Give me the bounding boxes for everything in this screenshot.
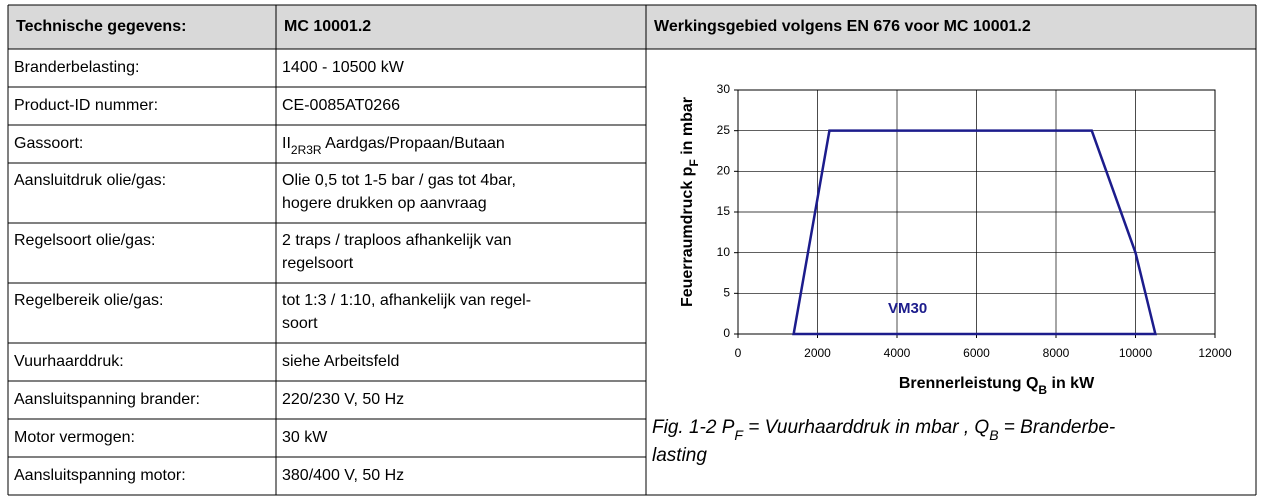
row-value: 2 traps / traploos afhankelijk van <box>282 232 511 249</box>
row-value: regelsoort <box>282 255 354 272</box>
text-run: in kW <box>1047 375 1095 392</box>
y-tick-label: 0 <box>723 326 730 340</box>
row-label: Aansluitspanning brander: <box>14 391 200 408</box>
row-value: tot 1:3 / 1:10, afhankelijk van regel- <box>282 292 531 309</box>
header-cell: Werkingsgebied volgens EN 676 voor MC 10… <box>654 18 1031 35</box>
subscript: B <box>1038 383 1047 397</box>
row-value: siehe Arbeitsfeld <box>282 353 399 370</box>
header-cell: MC 10001.2 <box>284 18 371 35</box>
subscript: F <box>687 159 701 166</box>
x-tick-label: 2000 <box>804 346 831 360</box>
header-bg <box>8 5 1256 49</box>
text-run: lasting <box>652 445 707 466</box>
text-run: in mbar <box>679 97 696 159</box>
y-tick-label: 10 <box>717 245 731 259</box>
header-cell: Technische gegevens: <box>16 18 186 35</box>
caption-line: Fig. 1-2 PF = Vuurhaarddruk in mbar , QB… <box>652 417 1115 443</box>
row-value: 220/230 V, 50 Hz <box>282 391 404 408</box>
operating-area <box>792 129 1157 336</box>
y-tick-label: 15 <box>717 204 731 218</box>
row-label: Branderbelasting: <box>14 59 139 76</box>
row-value: soort <box>282 315 318 332</box>
row-label: Regelsoort olie/gas: <box>14 232 155 249</box>
row-label: Regelbereik olie/gas: <box>14 292 163 309</box>
x-tick-label: 6000 <box>963 346 990 360</box>
row-label: Gassoort: <box>14 135 83 152</box>
annotation: VM30 <box>888 300 927 317</box>
row-value: hogere drukken op aanvraag <box>282 195 487 212</box>
x-tick-label: 12000 <box>1198 346 1232 360</box>
subscript: F <box>734 427 744 443</box>
y-tick-label: 30 <box>717 82 731 96</box>
row-value: 1400 - 10500 kW <box>282 59 405 76</box>
x-tick-label: 10000 <box>1119 346 1153 360</box>
x-tick-label: 8000 <box>1043 346 1070 360</box>
subscript: 2R3R <box>291 143 322 157</box>
row-label: Motor vermogen: <box>14 429 135 446</box>
row-value: 380/400 V, 50 Hz <box>282 467 404 484</box>
caption-line: lasting <box>652 445 707 466</box>
text-run: Fig. 1-2 P <box>652 417 735 438</box>
row-label: Product-ID nummer: <box>14 97 158 114</box>
text-run: Aardgas/Propaan/Butaan <box>322 135 505 152</box>
x-tick-label: 0 <box>735 346 742 360</box>
text-run: Feuerraumdruck p <box>679 166 696 307</box>
y-tick-label: 20 <box>717 164 731 178</box>
row-value: II2R3R Aardgas/Propaan/Butaan <box>282 135 505 157</box>
row-value: 30 kW <box>282 429 328 446</box>
row-label: Vuurhaarddruk: <box>14 353 124 370</box>
row-label: Aansluitdruk olie/gas: <box>14 172 166 189</box>
x-axis-title: Brennerleistung QB in kW <box>899 375 1095 397</box>
x-tick-label: 4000 <box>884 346 911 360</box>
y-tick-label: 5 <box>723 286 730 300</box>
y-axis-title: Feuerraumdruck pF in mbar <box>679 97 701 307</box>
text-run: Brennerleistung Q <box>899 375 1039 392</box>
row-label: Aansluitspanning motor: <box>14 467 186 484</box>
row-value: Olie 0,5 tot 1-5 bar / gas tot 4bar, <box>282 172 516 189</box>
row-value: CE-0085AT0266 <box>282 97 400 114</box>
text-run: II <box>282 135 291 152</box>
text-run: = Vuurhaarddruk in mbar , Q <box>743 417 989 438</box>
text-run: = Branderbe- <box>999 417 1116 438</box>
subscript: B <box>989 427 998 443</box>
y-tick-label: 25 <box>717 123 731 137</box>
